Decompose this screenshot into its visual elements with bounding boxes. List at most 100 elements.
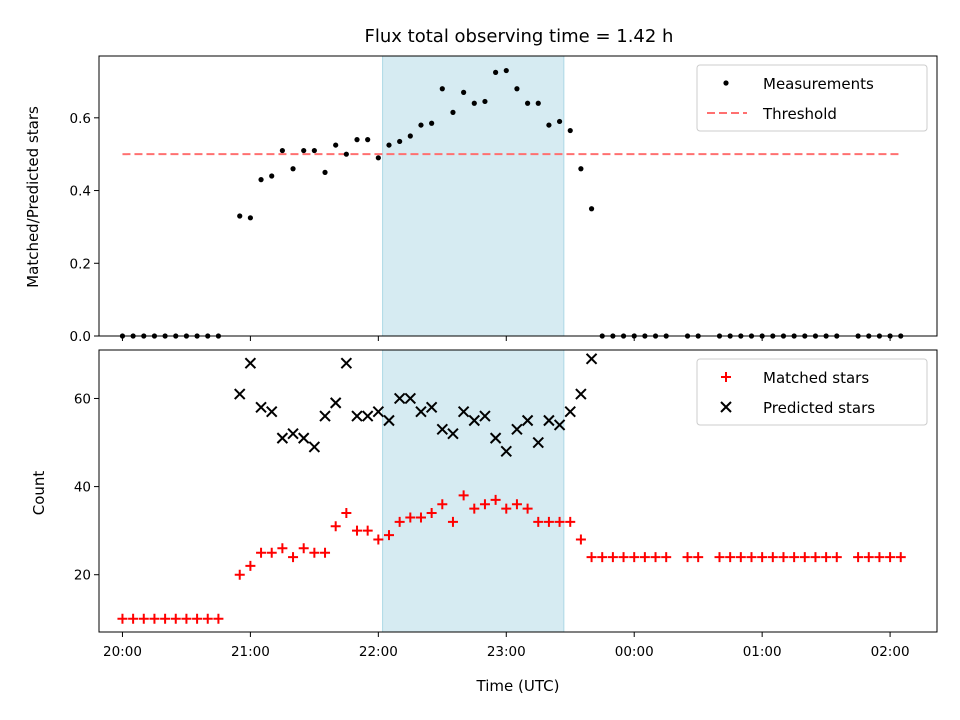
matched-star-point	[362, 525, 373, 536]
y-tick-label: 0.4	[70, 184, 91, 200]
legend-box	[696, 64, 928, 132]
predicted-star-point	[393, 392, 406, 405]
measurement-point	[290, 166, 296, 172]
matched-star-point	[405, 512, 416, 523]
matched-star-point	[149, 613, 160, 624]
matched-star-point	[490, 494, 501, 505]
matched-star-point	[533, 516, 544, 527]
matched-star-point	[202, 613, 213, 624]
measurement-point	[269, 173, 275, 179]
measurement-point	[546, 122, 552, 128]
x-tick-label: 00:00	[615, 644, 654, 660]
predicted-star-point	[234, 388, 246, 400]
measurement-point	[461, 89, 467, 95]
star-count-x-ticks: 20:00 21:00 22:00 23:00 00:00 01:00 02:00	[103, 632, 910, 660]
y-tick-label: 0.2	[70, 256, 91, 272]
predicted-star-point	[500, 445, 512, 458]
matched-star-point	[469, 503, 480, 514]
matched-star-point	[330, 521, 341, 532]
predicted-star-point	[543, 414, 555, 427]
matched-star-point	[341, 508, 352, 519]
measurement-point	[578, 166, 584, 172]
matched-star-point	[181, 613, 192, 624]
measurement-point	[524, 100, 531, 106]
matched-star-point	[170, 613, 181, 624]
predicted-star-point	[308, 441, 321, 453]
matched-star-point	[575, 534, 586, 545]
predicted-star-point	[436, 423, 449, 436]
flux-ratio-panel: 0.0 0.2 0.4 0.6 Flux total observing time =…	[24, 26, 938, 345]
matched-star-point	[735, 552, 746, 563]
predicted-star-point	[297, 432, 310, 444]
y-tick-label: 0.6	[70, 111, 91, 127]
predicted-star-point	[585, 353, 598, 365]
flux-ratio-legend: Measurements Threshold	[696, 64, 928, 132]
matched-star-point	[650, 552, 661, 563]
star-count-legend: Matched stars Predicted stars	[696, 358, 928, 426]
predicted-star-point	[244, 357, 257, 369]
measurement-point	[279, 147, 285, 154]
x-tick-label: 01:00	[743, 644, 782, 660]
matched-star-point	[394, 516, 405, 527]
measurement-point	[503, 67, 509, 74]
x-tick-label: 02:00	[871, 644, 910, 660]
measurement-point	[311, 147, 317, 154]
y-tick-label: 60	[74, 391, 91, 407]
matched-star-point	[458, 490, 469, 501]
predicted-star-point	[287, 428, 299, 440]
matched-star-point	[373, 534, 384, 545]
predicted-star-point	[351, 410, 363, 422]
predicted-star-point	[447, 428, 459, 440]
y-axis-label-count: Count	[30, 471, 48, 516]
x-tick-label: 20:00	[103, 644, 142, 660]
predicted-star-point	[340, 357, 353, 369]
measurement-point	[301, 147, 307, 154]
predicted-star-point	[425, 401, 438, 413]
matched-star-point	[383, 530, 394, 541]
matched-star-point	[853, 552, 864, 563]
predicted-star-point	[319, 410, 331, 422]
measurement-point	[450, 109, 456, 115]
matched-star-point	[895, 552, 906, 563]
matched-star-point	[298, 543, 309, 554]
measurement-point	[386, 142, 392, 148]
matched-star-point	[352, 525, 363, 536]
measurement-point	[247, 215, 253, 221]
matched-star-point	[426, 508, 437, 519]
y-tick-label: 40	[74, 480, 91, 496]
matched-star-point	[543, 516, 554, 527]
legend-entry-label: Predicted stars	[763, 399, 875, 417]
matched-star-point	[288, 552, 299, 563]
matched-star-point	[554, 516, 565, 527]
matched-star-point	[213, 613, 224, 624]
measurement-point	[429, 120, 435, 126]
star-count-points	[117, 353, 906, 624]
chart-title: Flux total observing time = 1.42 h	[365, 26, 674, 47]
predicted-star-point	[404, 392, 417, 405]
flux-ratio-y-ticks: 0.0 0.2 0.4 0.6	[70, 111, 99, 345]
measurement-point	[493, 69, 499, 75]
x-tick-label: 23:00	[487, 644, 526, 660]
predicted-star-point	[564, 405, 576, 418]
matched-star-point	[138, 613, 149, 624]
predicted-star-point	[479, 410, 491, 422]
predicted-star-point	[329, 397, 342, 409]
matched-star-point	[693, 552, 704, 563]
matched-star-point	[128, 613, 139, 624]
matched-star-point	[437, 499, 448, 510]
matched-star-point	[821, 552, 832, 563]
matched-star-point	[767, 552, 778, 563]
matched-star-point	[447, 516, 458, 527]
measurement-point	[471, 100, 477, 106]
matched-star-point	[234, 569, 245, 580]
star-count-panel: 20 40 60 20:00 21:00 22:00 23:00 00:00 01:00 02:…	[30, 349, 938, 695]
matched-star-point	[415, 512, 426, 523]
y-tick-label: 0.0	[70, 329, 91, 345]
predicted-star-point	[266, 405, 278, 418]
predicted-star-point	[415, 405, 427, 418]
matched-star-point	[874, 552, 885, 563]
matched-star-point	[309, 547, 320, 558]
measurement-point	[556, 118, 563, 125]
matched-star-point	[192, 613, 203, 624]
